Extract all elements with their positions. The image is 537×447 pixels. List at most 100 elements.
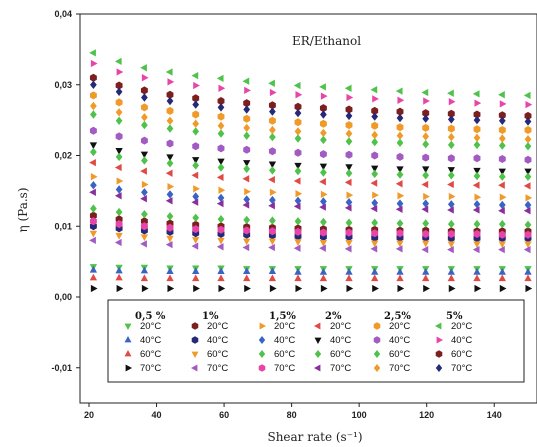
legend-entry-label: 20°C bbox=[140, 321, 161, 332]
data-point bbox=[166, 159, 174, 168]
data-point bbox=[217, 163, 225, 172]
data-point bbox=[244, 284, 251, 293]
x-axis-label: Shear rate (s⁻¹) bbox=[267, 430, 362, 444]
data-point bbox=[345, 239, 353, 247]
data-point bbox=[89, 211, 97, 220]
data-point bbox=[116, 177, 124, 185]
legend-group-title: 2,5% bbox=[384, 311, 411, 322]
data-point bbox=[422, 140, 430, 149]
data-point bbox=[90, 173, 98, 181]
data-point bbox=[524, 268, 532, 275]
data-point bbox=[116, 68, 124, 76]
data-point bbox=[319, 239, 328, 247]
data-point bbox=[498, 181, 505, 189]
data-point bbox=[89, 158, 96, 167]
data-point bbox=[473, 110, 481, 119]
legend-entry-label: 70°C bbox=[330, 363, 351, 374]
data-point bbox=[319, 244, 326, 252]
legend-entry-label: 60°C bbox=[389, 349, 410, 360]
data-point bbox=[474, 99, 482, 107]
data-point bbox=[396, 107, 404, 116]
data-point bbox=[396, 219, 404, 228]
data-point bbox=[498, 141, 506, 150]
data-point bbox=[269, 88, 277, 97]
data-point bbox=[216, 199, 224, 208]
data-point bbox=[447, 167, 455, 174]
data-point bbox=[422, 153, 430, 162]
data-point bbox=[193, 81, 200, 90]
data-point bbox=[165, 240, 173, 249]
x-tick-label: 140 bbox=[487, 410, 502, 420]
data-point bbox=[498, 207, 505, 215]
data-point bbox=[319, 150, 327, 159]
data-point bbox=[192, 237, 200, 244]
data-point bbox=[344, 178, 352, 187]
data-point bbox=[524, 230, 532, 239]
data-point bbox=[166, 124, 174, 133]
data-point bbox=[525, 194, 533, 202]
data-point bbox=[371, 112, 379, 121]
data-point bbox=[473, 115, 481, 125]
data-point bbox=[90, 59, 98, 68]
y-tick-label: 0,01 bbox=[54, 221, 72, 231]
data-point bbox=[166, 96, 174, 106]
data-point bbox=[294, 166, 302, 176]
data-point bbox=[498, 168, 506, 176]
data-point bbox=[89, 236, 96, 245]
data-point bbox=[472, 181, 480, 189]
data-point bbox=[319, 268, 328, 275]
data-point bbox=[243, 114, 251, 123]
data-point bbox=[166, 154, 174, 162]
data-point bbox=[115, 132, 123, 141]
data-point bbox=[217, 121, 225, 130]
x-tick-label: 60 bbox=[219, 410, 229, 420]
data-point bbox=[293, 177, 301, 185]
data-point bbox=[448, 98, 456, 106]
data-point bbox=[141, 74, 149, 82]
data-point bbox=[498, 230, 506, 239]
data-point bbox=[90, 110, 97, 119]
data-point bbox=[474, 284, 482, 293]
legend-entry-label: 70°C bbox=[207, 363, 228, 374]
data-point bbox=[344, 204, 352, 212]
data-point bbox=[89, 265, 98, 273]
x-tick-label: 100 bbox=[352, 410, 367, 420]
data-point bbox=[397, 192, 405, 200]
data-point bbox=[243, 145, 251, 154]
data-point bbox=[498, 116, 506, 125]
data-point bbox=[140, 266, 149, 274]
data-point bbox=[345, 121, 353, 130]
data-point bbox=[447, 245, 454, 254]
data-point bbox=[218, 84, 226, 92]
data-point bbox=[370, 245, 378, 253]
data-point bbox=[395, 87, 403, 95]
legend-marker bbox=[258, 336, 266, 344]
data-point bbox=[319, 178, 326, 186]
data-point bbox=[268, 238, 277, 246]
data-point bbox=[218, 186, 226, 194]
data-point bbox=[473, 133, 481, 142]
data-point bbox=[524, 172, 532, 181]
data-point bbox=[524, 168, 532, 176]
data-point bbox=[243, 160, 251, 167]
data-point bbox=[422, 109, 430, 118]
data-point bbox=[217, 225, 225, 234]
data-point bbox=[472, 245, 480, 254]
legend-marker bbox=[314, 337, 322, 344]
data-point bbox=[268, 243, 275, 252]
data-point bbox=[523, 207, 531, 215]
data-point bbox=[140, 151, 149, 159]
data-point bbox=[422, 166, 430, 174]
data-point bbox=[90, 284, 98, 293]
data-point bbox=[320, 128, 327, 138]
data-point bbox=[422, 240, 430, 248]
data-point bbox=[89, 126, 97, 135]
data-point bbox=[472, 206, 480, 214]
data-point bbox=[294, 196, 302, 205]
data-point bbox=[294, 268, 302, 275]
data-point bbox=[345, 150, 353, 159]
data-point bbox=[346, 191, 354, 199]
data-point bbox=[395, 180, 403, 188]
data-point bbox=[216, 74, 224, 83]
data-point bbox=[114, 238, 122, 247]
